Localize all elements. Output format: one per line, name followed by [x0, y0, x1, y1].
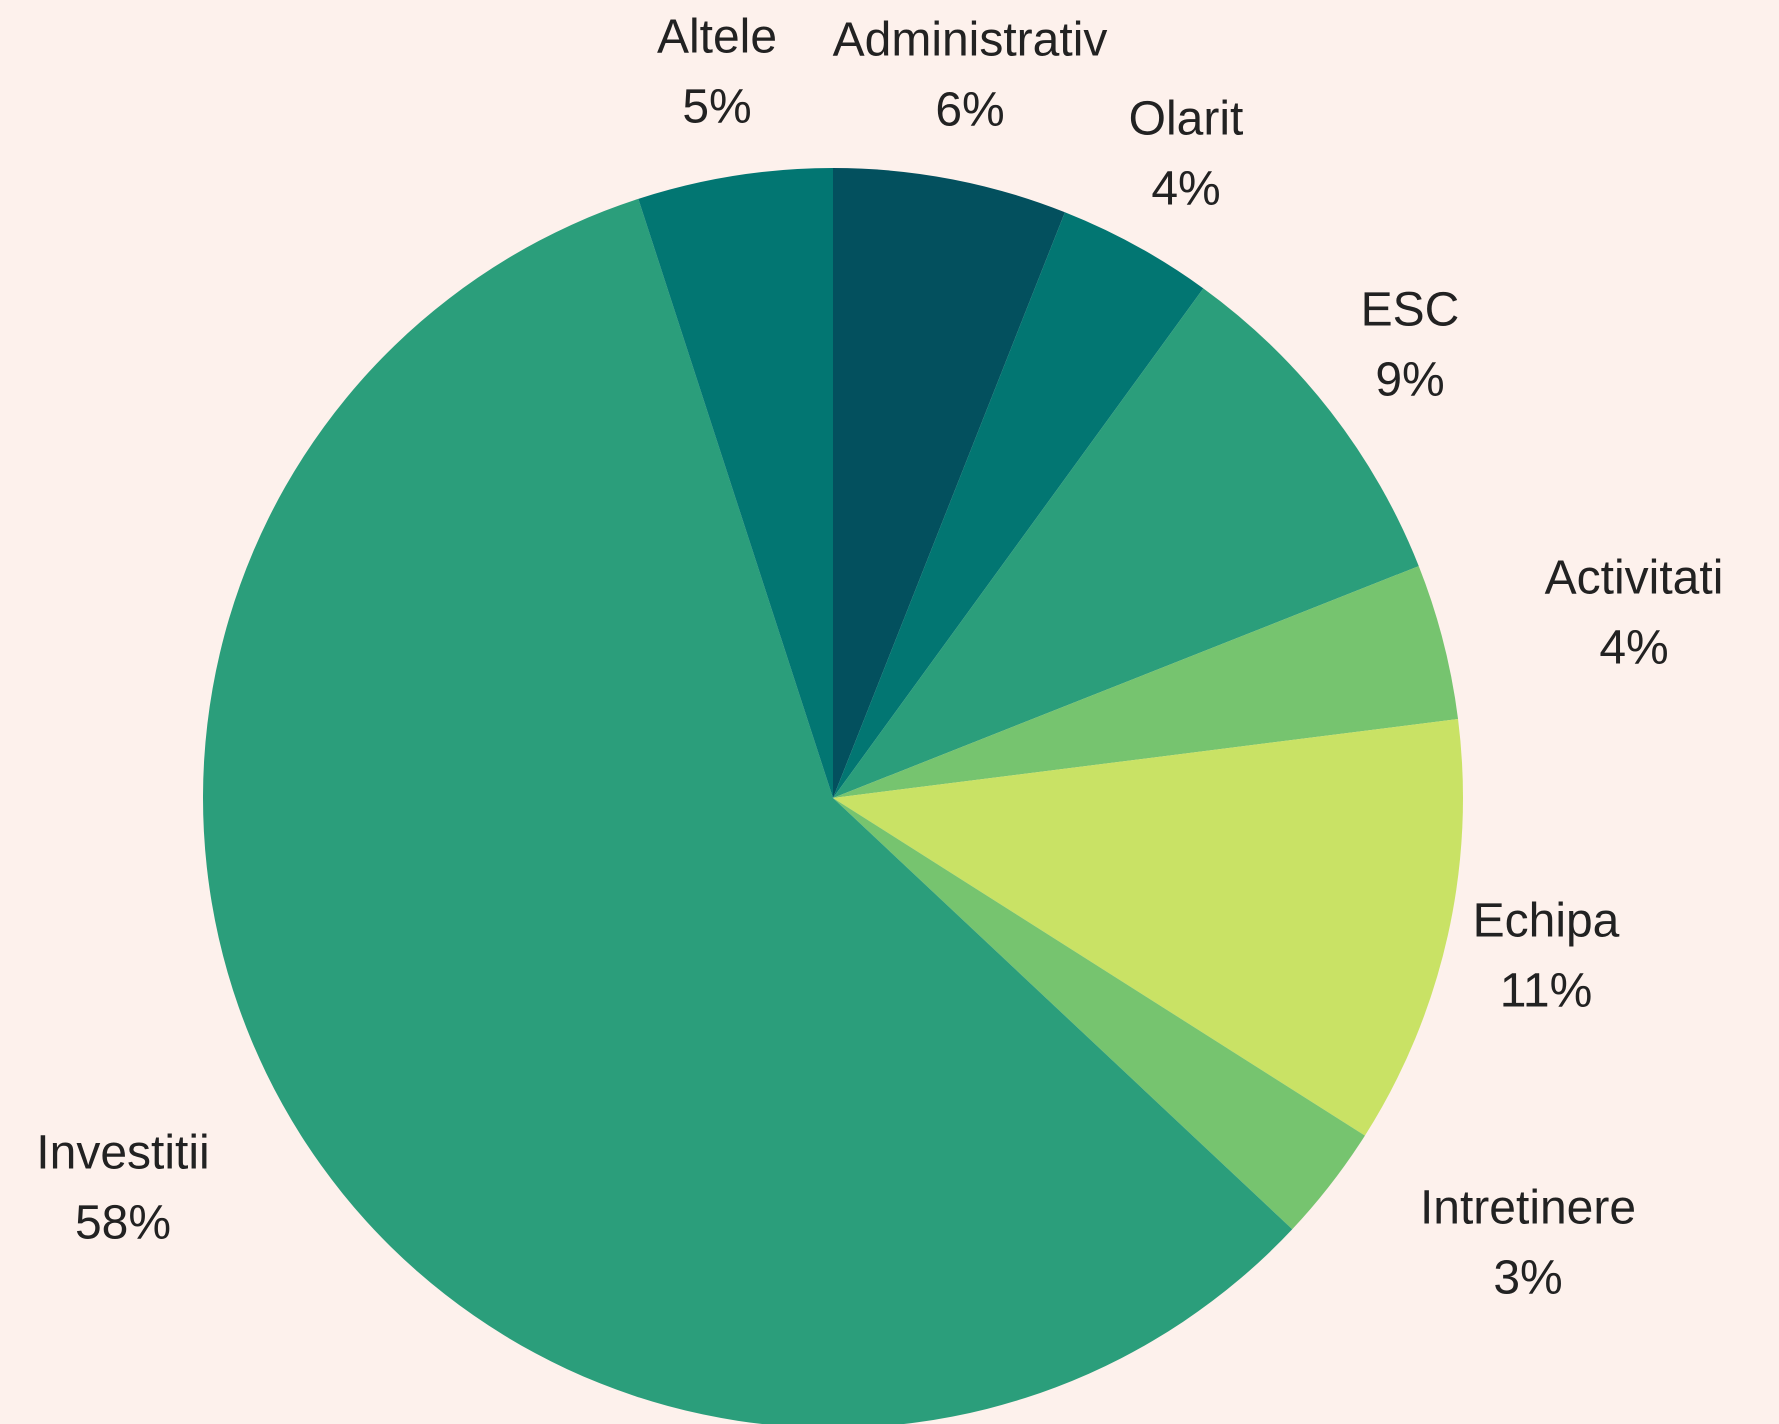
- slice-label: Olarit: [1129, 93, 1244, 146]
- pie-slice: [833, 168, 1065, 798]
- slice-value-label: 4%: [1599, 622, 1668, 675]
- pie-slice: [202, 198, 1293, 1424]
- slice-value-label: 9%: [1375, 354, 1444, 407]
- slice-value-label: 11%: [1500, 965, 1593, 1018]
- pie-slice: [833, 566, 1459, 798]
- pie-slice: [833, 719, 1463, 1136]
- slice-value-label: 5%: [682, 81, 751, 134]
- slice-value-label: 4%: [1151, 163, 1220, 216]
- pie-slice: [833, 212, 1204, 798]
- slice-label: Activitati: [1545, 552, 1724, 605]
- slice-value-label: 3%: [1493, 1252, 1562, 1305]
- pie-slice: [638, 168, 833, 798]
- slice-label: Intretinere: [1420, 1182, 1636, 1235]
- slice-value-label: 6%: [935, 84, 1004, 137]
- pie-slice: [833, 288, 1419, 798]
- slice-label: Echipa: [1473, 895, 1620, 948]
- slice-label: Altele: [657, 11, 777, 64]
- slice-label: Administrativ: [833, 14, 1108, 67]
- slice-value-label: 58%: [75, 1197, 171, 1250]
- slice-label: Investitii: [36, 1127, 209, 1180]
- pie-slice: [833, 798, 1365, 1230]
- slice-label: ESC: [1361, 284, 1460, 337]
